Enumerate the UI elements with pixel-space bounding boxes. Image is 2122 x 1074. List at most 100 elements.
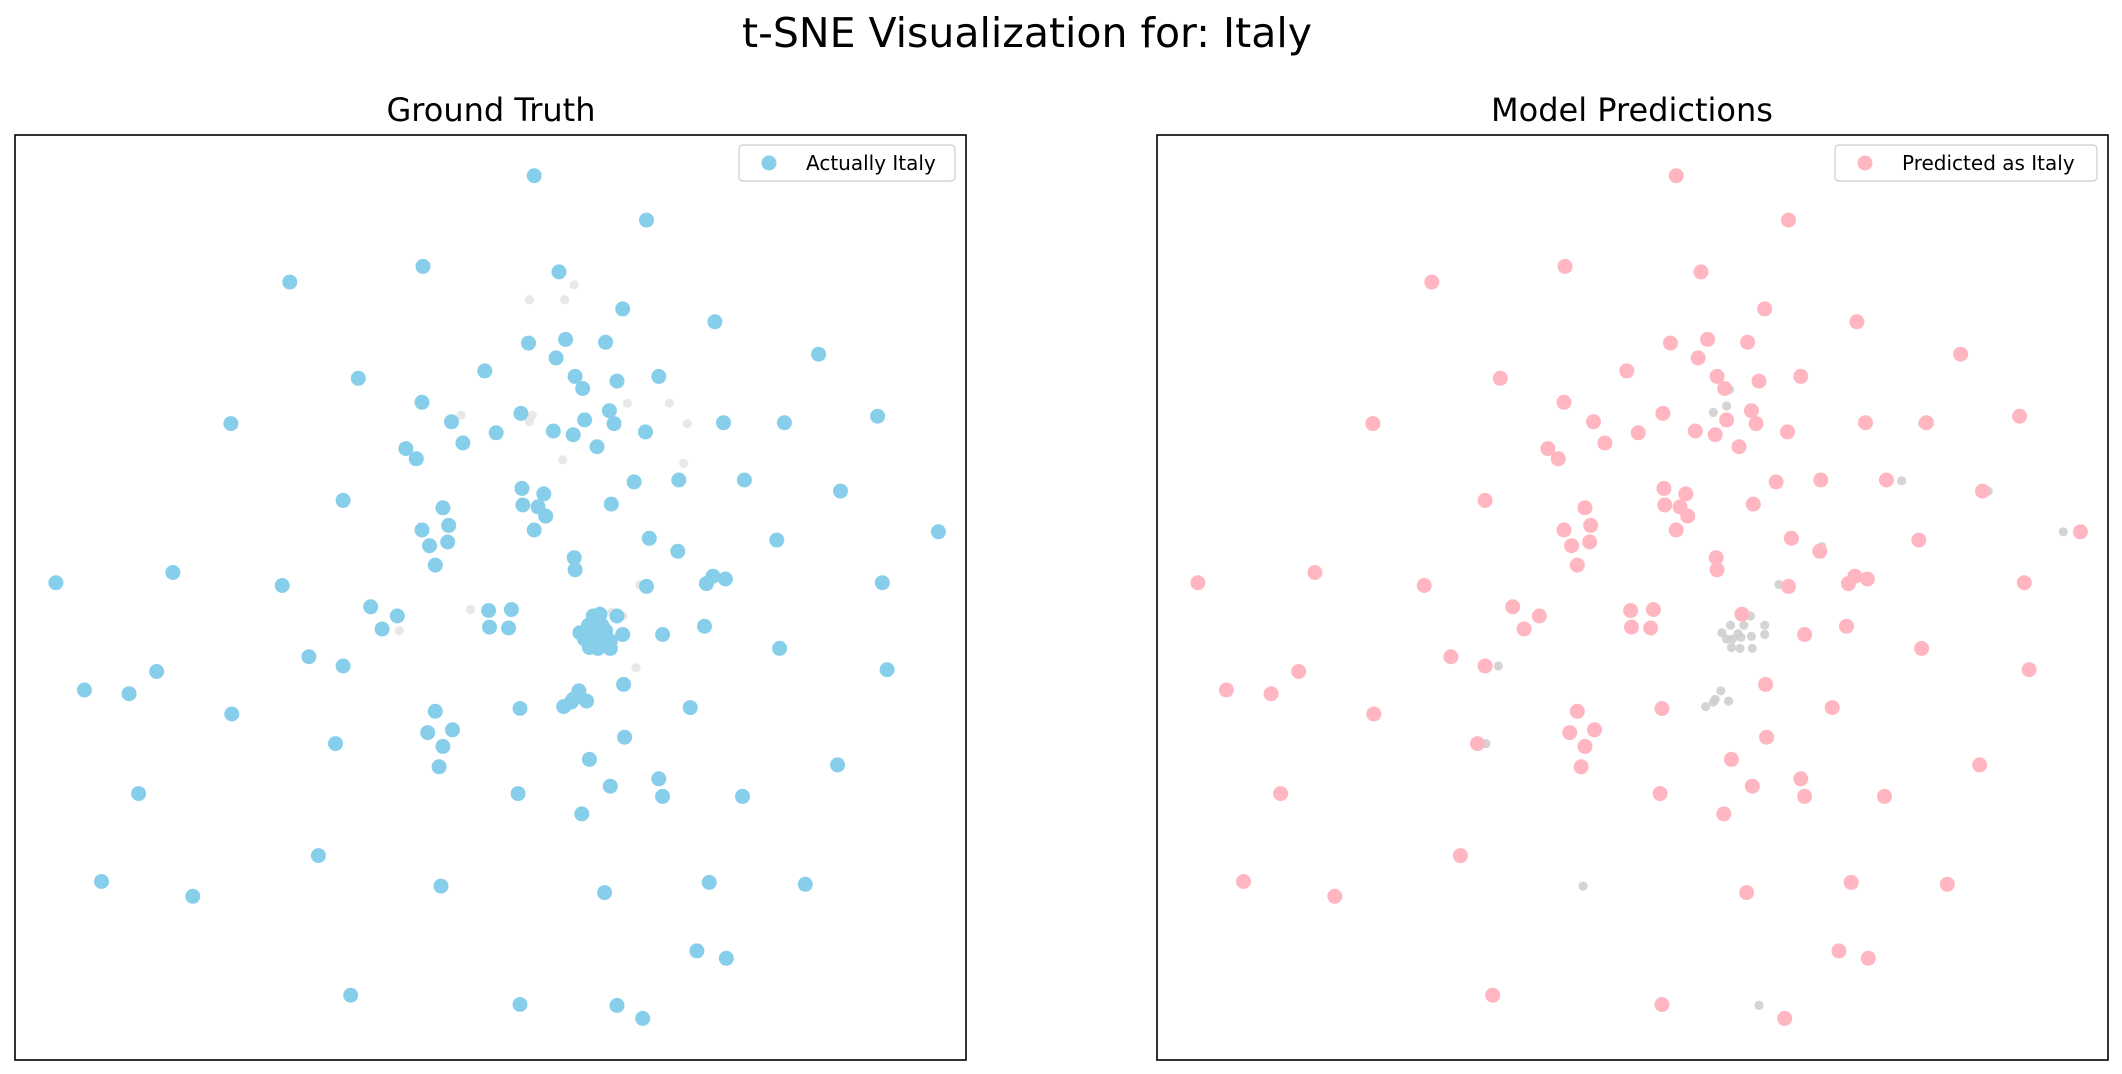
model-predictions-point-107 (1327, 888, 1343, 904)
model-predictions-bg-point-30 (1701, 702, 1711, 712)
model-predictions-point-82 (1218, 682, 1234, 698)
ground-truth-point-121 (651, 771, 667, 787)
ground-truth-point-96 (879, 662, 895, 678)
ground-truth-point-70 (481, 603, 497, 618)
ground-truth-point-24 (223, 416, 239, 432)
ground-truth-point-49 (414, 522, 430, 538)
ground-truth-point-44 (603, 496, 619, 512)
model-predictions-point-96 (1972, 757, 1988, 773)
ground-truth-point-116 (830, 757, 846, 773)
ground-truth-point-7 (521, 335, 536, 351)
model-predictions-point-4 (1424, 274, 1440, 290)
model-predictions-point-92 (1577, 738, 1593, 754)
ground-truth-point-28 (565, 427, 581, 443)
model-predictions-bg-point-18 (1739, 620, 1749, 630)
ground-truth-frame (14, 134, 967, 1061)
model-predictions-title: Model Predictions (1491, 91, 1773, 129)
model-predictions-point-41 (1975, 483, 1990, 499)
ground-truth-point-104 (224, 706, 240, 722)
model-predictions-bg-point-21 (1735, 643, 1745, 654)
ground-truth-bg-point-3 (456, 410, 466, 420)
ground-truth-point-128 (433, 878, 449, 894)
model-predictions-point-81 (2021, 662, 2037, 678)
model-predictions-point-28 (1707, 427, 1723, 443)
ground-truth-point-30 (488, 425, 504, 441)
model-predictions-point-7 (1663, 335, 1678, 351)
ground-truth-point-20 (577, 412, 593, 428)
ground-truth-point-97 (76, 682, 92, 698)
ground-truth-bg-point-0 (524, 295, 535, 305)
model-predictions-points (1190, 168, 2088, 1026)
model-predictions-point-3 (1557, 258, 1573, 274)
model-predictions-point-111 (1831, 943, 1847, 959)
ground-truth-bg-point-5 (524, 417, 535, 427)
model-predictions-point-106 (1236, 874, 1251, 889)
ground-truth-point-129 (597, 885, 613, 901)
model-predictions-point-84 (1291, 664, 1307, 679)
ground-truth-point-45 (515, 497, 531, 513)
model-predictions-point-103 (1797, 788, 1813, 804)
ground-truth-point-125 (310, 848, 326, 864)
ground-truth-point-69 (389, 608, 405, 624)
ground-truth-point-12 (567, 368, 583, 384)
ground-truth-bg-point-9 (558, 455, 568, 465)
model-predictions-bg-point-6 (1897, 476, 1907, 486)
model-predictions-point-76 (1839, 618, 1854, 634)
model-predictions-point-101 (1793, 771, 1809, 787)
model-predictions-bg-point-16 (1736, 632, 1746, 642)
ground-truth-point-23 (606, 416, 622, 432)
ground-truth-bg-point-10 (679, 458, 689, 468)
model-predictions-point-34 (1550, 451, 1566, 467)
model-predictions-point-8 (1700, 331, 1716, 347)
model-predictions-point-83 (1263, 686, 1279, 702)
model-predictions-bg-point-34 (1754, 1000, 1764, 1011)
model-predictions-bg-point-2 (1708, 407, 1718, 418)
model-predictions-point-2 (1693, 264, 1709, 280)
ground-truth-point-57 (670, 543, 686, 559)
ground-truth-point-105 (512, 701, 528, 716)
model-predictions-bg-point-24 (1722, 634, 1732, 644)
ground-truth-point-13 (575, 381, 591, 396)
ground-truth-point-68 (363, 599, 379, 615)
model-predictions-bg-point-29 (1493, 661, 1503, 671)
model-predictions-point-60 (1709, 562, 1725, 578)
model-predictions-panel: Model Predictions Predicted as Italy (1156, 91, 2109, 1061)
ground-truth-point-0 (526, 168, 542, 184)
ground-truth-point-6 (615, 301, 631, 317)
model-predictions-point-105 (1452, 848, 1468, 864)
model-predictions-point-91 (1587, 722, 1602, 738)
ground-truth-point-58 (566, 550, 582, 566)
model-predictions-point-22 (1586, 414, 1601, 430)
ground-truth-point-74 (374, 621, 390, 637)
model-predictions-bg-point-26 (1716, 686, 1726, 696)
model-predictions-point-94 (1470, 736, 1485, 752)
model-predictions-point-12 (1709, 368, 1725, 384)
model-predictions-point-114 (1654, 997, 1670, 1012)
ground-truth-point-114 (328, 736, 343, 752)
ground-truth-panel: Ground Truth Actually Italy (14, 91, 967, 1061)
model-predictions-point-99 (1273, 786, 1289, 802)
model-predictions-point-27 (1687, 423, 1703, 439)
model-predictions-bg-point-15 (1746, 631, 1756, 642)
model-predictions-point-72 (1734, 606, 1750, 622)
ground-truth-point-41 (833, 483, 848, 499)
model-predictions-point-90 (1562, 725, 1578, 741)
model-predictions-point-109 (1843, 874, 1859, 890)
ground-truth-point-95 (335, 658, 351, 674)
ground-truth-point-26 (776, 415, 792, 431)
ground-truth-point-135 (512, 997, 528, 1012)
ground-truth-point-71 (503, 602, 519, 617)
ground-truth-point-27 (545, 423, 561, 439)
ground-truth-point-64 (48, 575, 64, 591)
ground-truth-point-43 (435, 500, 451, 516)
model-predictions-point-9 (1740, 334, 1756, 350)
model-predictions-point-51 (1582, 534, 1598, 550)
ground-truth-point-62 (698, 576, 714, 592)
model-predictions-point-115 (1777, 1010, 1793, 1026)
model-predictions-point-40 (1678, 486, 1694, 502)
ground-truth-point-137 (635, 1010, 651, 1026)
model-predictions-point-102 (1716, 806, 1732, 822)
model-predictions-bg-point-28 (1724, 696, 1734, 706)
model-predictions-point-19 (1556, 394, 1572, 410)
